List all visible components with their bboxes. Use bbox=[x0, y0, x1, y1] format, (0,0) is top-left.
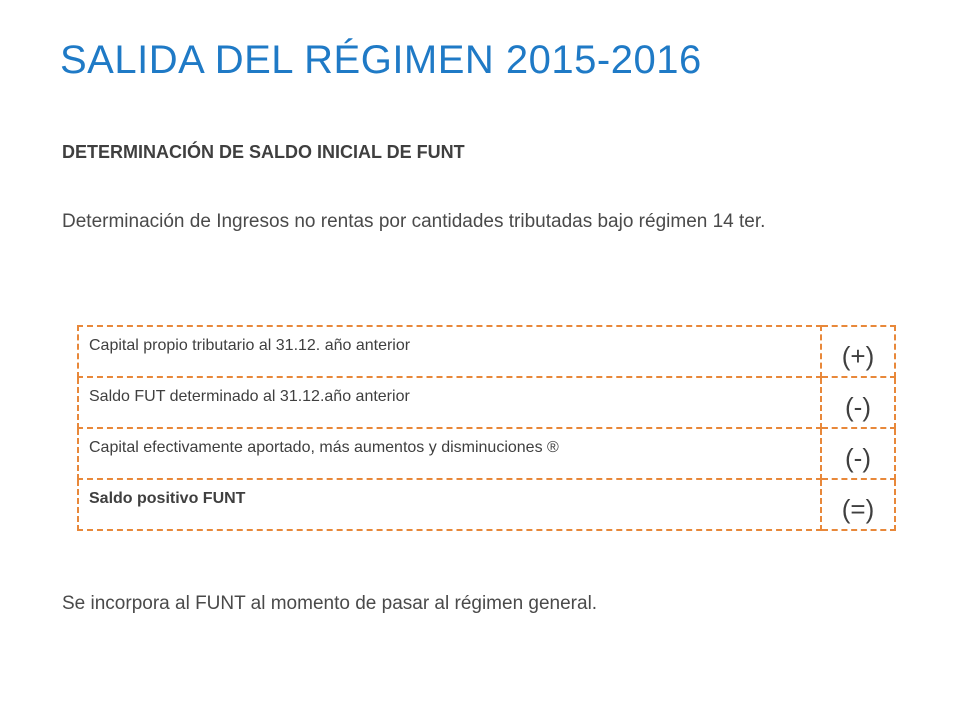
row-operator: (-) bbox=[820, 376, 896, 429]
row-label: Saldo FUT determinado al 31.12.año anter… bbox=[77, 376, 822, 429]
row-operator: (=) bbox=[820, 478, 896, 531]
footer-note: Se incorpora al FUNT al momento de pasar… bbox=[62, 593, 598, 614]
table-row: Saldo positivo FUNT (=) bbox=[77, 478, 896, 531]
funt-calculation-table: Capital propio tributario al 31.12. año … bbox=[77, 325, 896, 531]
row-operator: (-) bbox=[820, 427, 896, 480]
row-label: Capital propio tributario al 31.12. año … bbox=[77, 325, 822, 378]
table-row: Capital efectivamente aportado, más aume… bbox=[77, 427, 896, 480]
section-heading: DETERMINACIÓN DE SALDO INICIAL DE FUNT bbox=[62, 142, 465, 162]
row-operator: (+) bbox=[820, 325, 896, 378]
row-label: Capital efectivamente aportado, más aume… bbox=[77, 427, 822, 480]
slide-title: SALIDA DEL RÉGIMEN 2015-2016 bbox=[60, 38, 702, 82]
description-paragraph: Determinación de Ingresos no rentas por … bbox=[62, 211, 766, 232]
table-row: Saldo FUT determinado al 31.12.año anter… bbox=[77, 376, 896, 429]
table-row: Capital propio tributario al 31.12. año … bbox=[77, 325, 896, 378]
row-label-total: Saldo positivo FUNT bbox=[77, 478, 822, 531]
